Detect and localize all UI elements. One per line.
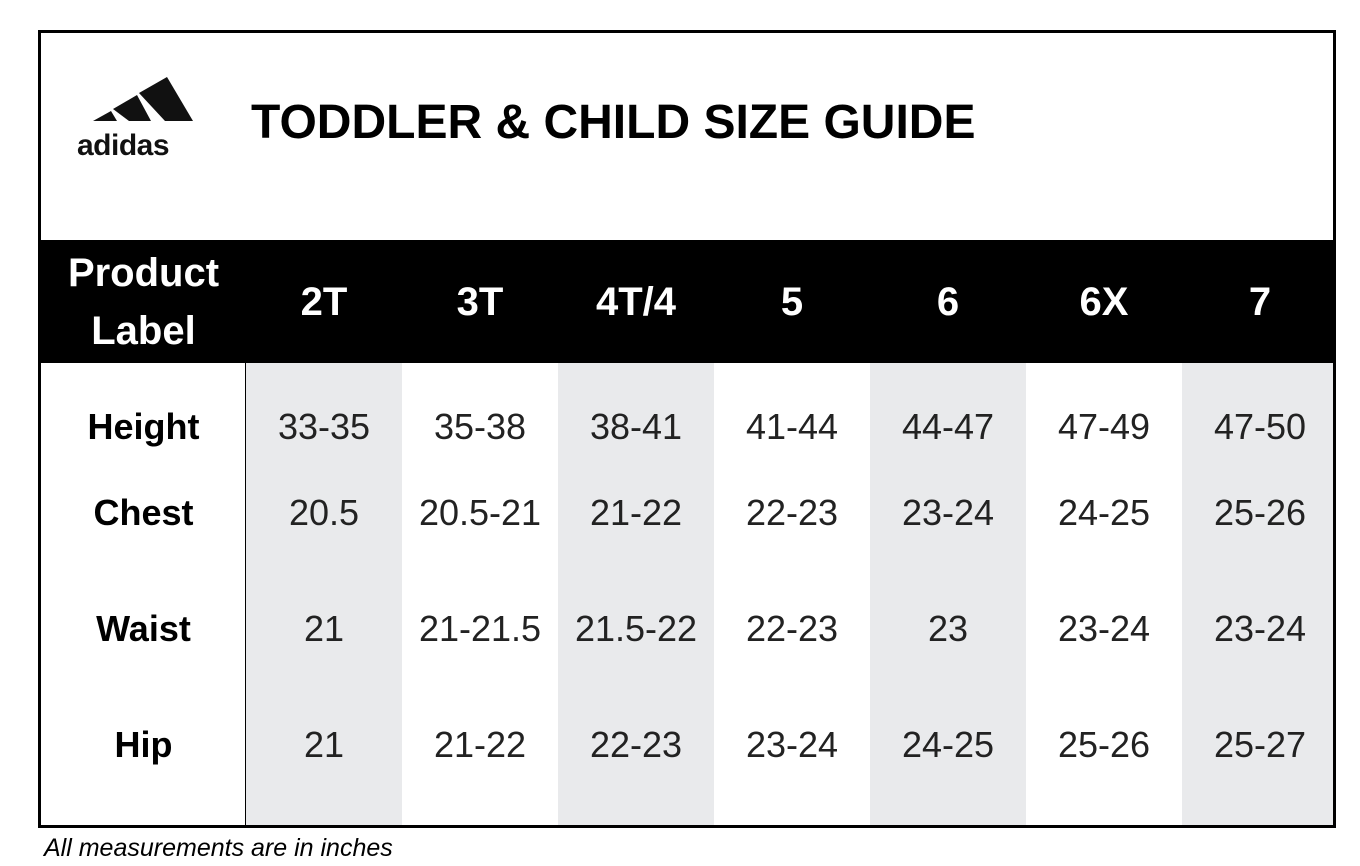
row-label: Waist (96, 608, 191, 649)
size-value: 22-23 (745, 608, 839, 649)
column-header: 4T/4 (595, 279, 677, 324)
size-value: 20.5 (288, 492, 360, 533)
title: TODDLER & CHILD SIZE GUIDE (251, 96, 976, 149)
size-value: 23 (927, 608, 969, 649)
table: Product Label 2T 3T 4T/4 5 6 6X 7 Height 33-35 35-… (41, 33, 1333, 825)
size-guide: adidas TODDLER & CHILD SIZE GUIDE Produc… (38, 30, 1336, 828)
column-header: 7 (1248, 279, 1272, 324)
column-header: Product Label (67, 250, 220, 353)
size-value: 23-24 (1213, 608, 1307, 649)
size-value: 24-25 (901, 724, 995, 765)
size-value: 41-44 (745, 406, 839, 447)
column-header: 5 (780, 279, 804, 324)
size-value: 24-25 (1057, 492, 1151, 533)
size-value: 25-27 (1213, 724, 1307, 765)
row-label: Height (87, 406, 200, 447)
size-value: 22-23 (589, 724, 683, 765)
footnote: All measurements are in inches (44, 834, 393, 862)
size-value: 21-22 (589, 492, 683, 533)
column-header: 2T (300, 279, 348, 324)
size-value: 25-26 (1213, 492, 1307, 533)
size-value: 21.5-22 (574, 608, 698, 649)
column-shade (558, 363, 714, 825)
logo-stripes (93, 77, 193, 121)
size-value: 23-24 (901, 492, 995, 533)
column-header: 6 (936, 279, 960, 324)
row-label: Chest (93, 492, 194, 533)
column-shade (246, 363, 402, 825)
row-label: Hip (114, 724, 173, 765)
column-shade (1182, 363, 1333, 825)
size-value: 21-22 (433, 724, 527, 765)
size-value: 33-35 (277, 406, 371, 447)
size-value: 44-47 (901, 406, 995, 447)
brand: adidas (77, 129, 170, 162)
size-value: 25-26 (1057, 724, 1151, 765)
size-value: 21-21.5 (418, 608, 542, 649)
column-shade (870, 363, 1026, 825)
size-value: 38-41 (589, 406, 683, 447)
column-header: 3T (456, 279, 504, 324)
size-value: 35-38 (433, 406, 527, 447)
header-band (41, 240, 1333, 363)
size-value: 20.5-21 (418, 492, 542, 533)
divider (245, 363, 246, 825)
size-value: 21 (303, 724, 345, 765)
size-value: 22-23 (745, 492, 839, 533)
size-value: 23-24 (745, 724, 839, 765)
column-header: 6X (1079, 279, 1129, 324)
size-value: 47-49 (1057, 406, 1151, 447)
size-value: 21 (303, 608, 345, 649)
size-value: 23-24 (1057, 608, 1151, 649)
size-value: 47-50 (1213, 406, 1307, 447)
